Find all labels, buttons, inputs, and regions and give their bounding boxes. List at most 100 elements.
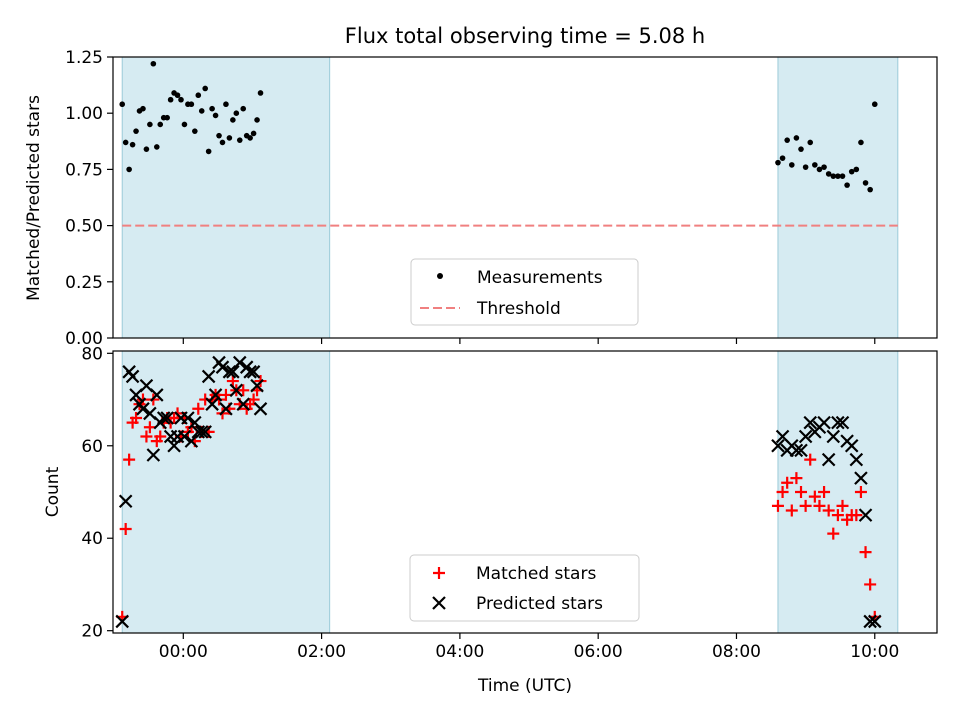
- count-legend-box: [409, 554, 640, 622]
- measurement-point: [867, 186, 873, 193]
- x-axis-label: Time (UTC): [477, 676, 572, 696]
- measurement-point: [839, 173, 846, 179]
- count-axes-frame: [112, 350, 938, 634]
- matched-star-point: [827, 527, 840, 540]
- matched-star-point: [130, 412, 143, 425]
- predicted-star-point: [858, 508, 873, 522]
- predicted-star-point: [198, 425, 212, 439]
- measurement-point: [233, 110, 240, 116]
- predicted-star-point: [208, 388, 223, 402]
- ratio-axes-frame: [112, 56, 938, 339]
- matched-star-point: [850, 509, 863, 522]
- measurement-point: [209, 105, 215, 112]
- predicted-star-point: [146, 448, 161, 462]
- measurement-point: [150, 60, 157, 67]
- matched-star-point: [818, 486, 831, 498]
- measurement-point: [226, 135, 233, 141]
- y-tick-label: 80: [81, 344, 103, 364]
- predicted-star-point: [236, 397, 251, 411]
- measurement-point: [807, 139, 814, 146]
- predicted-stars-points: [115, 355, 882, 629]
- measurement-point: [192, 128, 198, 134]
- matched-star-point: [790, 472, 803, 485]
- predicted-star-point: [194, 425, 209, 439]
- matched-star-point: [781, 476, 794, 489]
- observing-window-0: [122, 57, 330, 338]
- predicted-star-point: [826, 429, 841, 444]
- predicted-star-point: [831, 415, 845, 430]
- matched-star-point: [854, 486, 867, 498]
- predicted-star-point: [160, 411, 174, 425]
- measurement-point: [212, 112, 219, 119]
- predicted-star-point: [136, 402, 150, 416]
- measurement-point: [862, 180, 869, 186]
- matched-star-point: [192, 402, 205, 415]
- measurement-point: [167, 96, 174, 103]
- matched-star-point: [795, 486, 808, 498]
- measurement-point: [174, 92, 181, 99]
- measurement-point: [219, 139, 226, 146]
- ratio-y-axis-label: Matched/Predicted stars: [24, 95, 44, 301]
- predicted-star-point: [821, 452, 836, 467]
- predicted-star-point: [844, 438, 859, 453]
- measurement-point: [812, 162, 818, 168]
- y-tick-label: 20: [81, 622, 103, 642]
- measurement-point: [871, 101, 878, 108]
- predicted-star-point: [817, 415, 831, 430]
- measurement-point: [178, 96, 184, 103]
- matched-star-point: [831, 509, 844, 522]
- matched-star-point: [119, 522, 132, 535]
- measurement-point: [844, 182, 850, 188]
- measurement-point: [119, 101, 126, 108]
- y-tick-label: 0.00: [65, 329, 103, 349]
- measurement-point: [157, 121, 164, 128]
- measurement-point: [240, 105, 247, 112]
- measurement-point: [257, 90, 264, 96]
- measurement-point: [254, 117, 260, 123]
- legend-matched-label: Matched stars: [476, 564, 596, 584]
- chart-title: Flux total observing time = 5.08 h: [345, 24, 705, 48]
- measurement-point: [775, 159, 781, 166]
- measurement-point: [153, 144, 160, 150]
- y-tick-label: 60: [81, 437, 103, 457]
- legend-predicted-marker: [432, 596, 446, 610]
- matched-star-point: [859, 546, 872, 559]
- x-tick-label: 10:00: [850, 642, 899, 662]
- observing-window-1: [777, 57, 898, 338]
- predicted-star-point: [803, 415, 818, 430]
- matched-star-point: [771, 499, 784, 512]
- x-tick-label: 06:00: [574, 642, 623, 662]
- y-tick-label: 0.50: [65, 217, 103, 237]
- predicted-star-point: [798, 429, 813, 444]
- predicted-star-point: [115, 614, 129, 629]
- predicted-star-point: [229, 383, 244, 398]
- matched-star-point: [785, 504, 798, 517]
- matched-star-point: [776, 486, 789, 498]
- predicted-star-point: [181, 411, 195, 425]
- ratio-panel: 0.00 0.25 0.50 0.75 1.00 1.25 Matched/Predict…: [24, 48, 938, 349]
- measurement-point: [830, 173, 837, 179]
- count-y-axis-label: Count: [43, 466, 63, 517]
- predicted-star-point: [867, 614, 882, 629]
- count-x-ticks: 00:00 02:00 04:00 06:00 08:00 10:00: [159, 633, 899, 662]
- matched-star-point: [123, 453, 136, 466]
- predicted-star-point: [250, 378, 264, 393]
- matched-star-point: [813, 499, 826, 512]
- predicted-star-point: [863, 614, 877, 629]
- legend-predicted-label: Predicted stars: [476, 594, 603, 614]
- legend-measurements-marker: [437, 273, 443, 279]
- x-tick-label: 08:00: [712, 642, 761, 662]
- measurement-point: [853, 166, 860, 173]
- matched-star-point: [808, 490, 821, 503]
- ratio-x-ticks: [182, 338, 876, 344]
- matched-star-point: [804, 453, 817, 466]
- matched-star-point: [226, 375, 239, 388]
- measurement-point: [223, 101, 229, 108]
- measurement-point: [784, 137, 790, 143]
- predicted-star-point: [243, 365, 257, 379]
- matched-star-point: [154, 430, 167, 443]
- measurement-point: [802, 164, 809, 170]
- legend-matched-marker: [433, 567, 445, 579]
- predicted-star-point: [219, 402, 233, 416]
- predicted-star-point: [118, 494, 133, 509]
